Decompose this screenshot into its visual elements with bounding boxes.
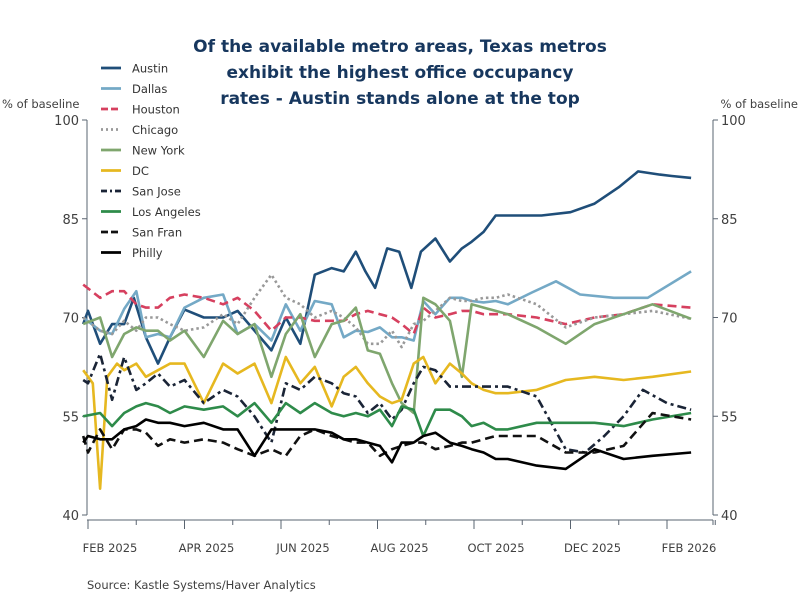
x-tick-label: JUN 2025 [275,541,329,555]
title-line-2: exhibit the highest office occupancy [226,63,573,83]
left-y-tick-label: 100 [54,114,79,129]
x-tick-label: FEB 2026 [662,541,717,555]
series-line-philly [82,418,692,471]
right-y-tick-label: 100 [721,114,746,129]
right-y-tick-label: 55 [721,410,738,425]
left-y-tick-label: 55 [62,410,79,425]
legend-label-san-fran: San Fran [132,226,182,240]
axes: 40 40 55 55 70 70 85 85 100 100 FEB 2025 APR 2025 JU… [54,114,746,555]
x-tick-label: AUG 2025 [370,541,428,555]
legend-label-houston: Houston [132,103,180,117]
left-y-tick-label: 40 [62,509,79,524]
chart-title: Of the available metro areas, Texas metr… [193,37,607,109]
legend-label-chicago: Chicago [132,123,178,137]
series-line-new-york [82,296,692,415]
x-tick-label: DEC 2025 [564,541,621,555]
title-line-3: rates - Austin stands alone at the top [220,89,580,109]
series-line-dc [82,355,692,491]
right-y-tick-label: 70 [721,312,738,327]
left-y-tick-label: 70 [62,312,79,327]
series-line-san-fran [81,411,692,458]
legend: Austin Dallas Houston Chicago New York DC San … [101,62,201,260]
left-y-tick-label: 85 [62,213,79,228]
legend-label-philly: Philly [132,246,163,260]
legend-label-austin: Austin [132,62,168,76]
x-tick-label: FEB 2025 [83,541,138,555]
series-line-san-jose [82,352,692,454]
legend-label-san-jose: San Jose [132,185,181,199]
series-line-los-angeles [82,401,692,438]
source-note: Source: Kastle Systems/Haver Analytics [87,578,316,592]
x-tick-label: APR 2025 [179,541,235,555]
x-tick-label: OCT 2025 [467,541,524,555]
right-y-tick-label: 40 [721,509,738,524]
right-y-tick-label: 85 [721,213,738,228]
legend-label-los-angeles: Los Angeles [132,205,201,219]
left-axis-unit-label: % of baseline [2,97,80,111]
series-lines [81,170,692,491]
series-line-austin [81,170,692,365]
right-axis-unit-label: % of baseline [721,97,799,111]
series-line-dallas [82,270,692,342]
legend-label-dallas: Dallas [132,82,167,96]
series-line-chicago [82,273,692,349]
legend-label-new-york: New York [132,144,185,158]
title-line-1: Of the available metro areas, Texas metr… [193,37,607,57]
legend-label-dc: DC [132,164,149,178]
